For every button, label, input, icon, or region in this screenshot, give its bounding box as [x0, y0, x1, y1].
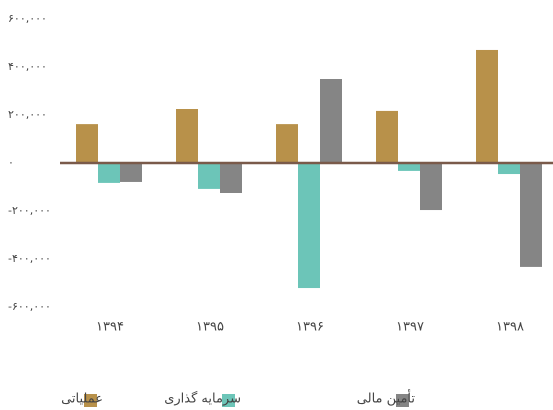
legend-label: تأمین مالی: [357, 389, 416, 407]
bar: [498, 163, 520, 175]
bar: [198, 163, 220, 189]
legend-swatch: [222, 394, 235, 407]
bar: [120, 163, 142, 182]
bar: [398, 163, 420, 171]
y-tick-label: -۲۰۰,۰۰۰: [8, 204, 51, 217]
y-tick-label: -۴۰۰,۰۰۰: [8, 252, 51, 265]
bar: [476, 49, 498, 163]
legend-swatch: [84, 394, 97, 407]
legend-label: سرمایه گذاری: [164, 391, 241, 407]
bar: [520, 163, 542, 267]
bar: [176, 109, 198, 163]
y-tick-label: ۴۰۰,۰۰۰: [8, 60, 47, 73]
bar: [420, 163, 442, 211]
y-tick-label: -۶۰۰,۰۰۰: [8, 300, 51, 313]
x-tick-label: ۱۳۹۸: [496, 320, 524, 335]
bar: [320, 79, 342, 163]
x-tick-label: ۱۳۹۵: [196, 320, 224, 335]
bar: [298, 163, 320, 289]
x-tick-label: ۱۳۹۴: [96, 320, 124, 335]
bar: [76, 124, 98, 163]
y-tick-label: ۶۰۰,۰۰۰: [8, 12, 47, 25]
y-tick-label: ۰: [8, 156, 14, 169]
bar: [220, 163, 242, 193]
bar: [276, 124, 298, 163]
x-tick-label: ۱۳۹۷: [396, 320, 424, 335]
bar: [98, 163, 120, 183]
legend-label: عملیاتی: [61, 392, 103, 407]
x-tick-label: ۱۳۹۶: [296, 320, 324, 335]
legend-swatch: [396, 394, 409, 407]
bar: [376, 110, 398, 163]
y-tick-label: ۲۰۰,۰۰۰: [8, 108, 47, 121]
